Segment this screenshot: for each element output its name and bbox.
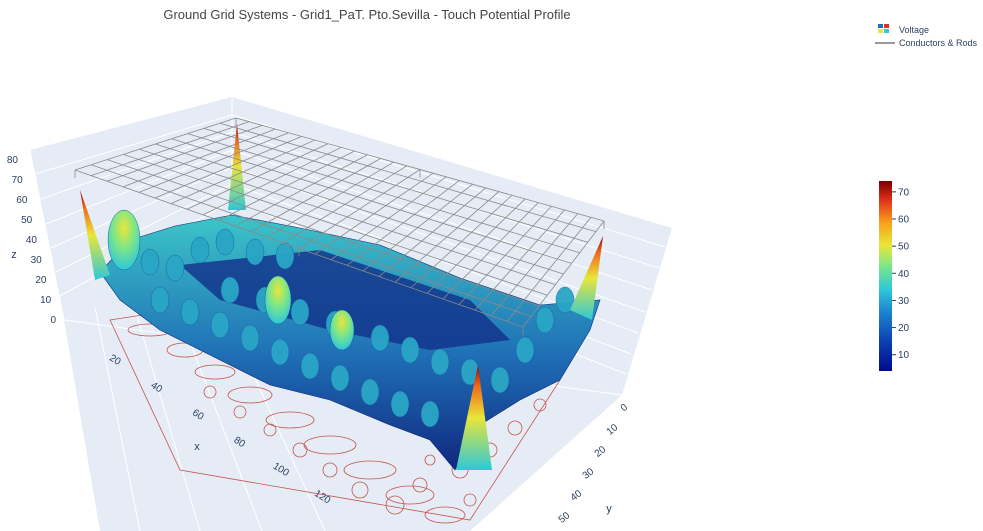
- z-axis-ticks: 0 10 20 30 40 50 60 70 80: [7, 155, 57, 326]
- z-tick-label: 0: [50, 315, 56, 326]
- surface-dark-band: [180, 250, 510, 350]
- x-axis-title: x: [194, 441, 200, 453]
- conductor-line: [123, 154, 548, 296]
- conductor-line: [139, 148, 556, 285]
- colorbar-tick-label: 50: [898, 242, 910, 253]
- colorbar-tick-label: 70: [898, 187, 910, 198]
- colorbar-tick-label: 60: [898, 215, 910, 226]
- conductor-line: [219, 122, 597, 232]
- colorbar-tick-label: 20: [898, 323, 910, 334]
- colorbar-tick-label: 30: [898, 296, 910, 307]
- y-tick-label: 0: [619, 402, 631, 414]
- conductors-grid: [74, 117, 605, 335]
- legend-label-conductors: Conductors & Rods: [899, 38, 978, 48]
- y-tick-label: 30: [581, 466, 597, 482]
- chart-title: Ground Grid Systems - Grid1_PaT. Pto.Sev…: [163, 7, 570, 22]
- conductor-line: [203, 128, 588, 243]
- y-tick-label: 20: [593, 444, 609, 460]
- z-tick-label: 80: [7, 155, 19, 166]
- voltage-swatch-icon: [878, 24, 883, 28]
- z-tick-label: 10: [40, 295, 52, 306]
- z-tick-label: 40: [26, 235, 38, 246]
- colorbar: 10 20 30 40 50 60 70: [879, 181, 910, 371]
- conductor-line: [155, 143, 564, 275]
- conductor-line: [90, 164, 532, 317]
- legend: Voltage Conductors & Rods: [875, 24, 978, 48]
- conductor-line: [107, 159, 540, 307]
- z-tick-label: 60: [16, 195, 28, 206]
- z-tick-label: 30: [31, 255, 43, 266]
- surface-hill-left: [107, 209, 141, 271]
- legend-item-conductors[interactable]: Conductors & Rods: [875, 38, 978, 48]
- colorbar-tick-label: 10: [898, 350, 910, 361]
- back-wall-left: [30, 97, 232, 320]
- surface-spike-front: [456, 365, 492, 470]
- colorbar-tick-label: 40: [898, 269, 910, 280]
- z-axis-title: z: [11, 249, 17, 261]
- z-tick-label: 70: [12, 175, 24, 186]
- y-axis-title: y: [606, 503, 612, 515]
- y-tick-label: 10: [605, 422, 621, 438]
- voltage-swatch-part: [884, 24, 889, 28]
- voltage-surface: [80, 124, 603, 471]
- voltage-swatch-part: [884, 29, 889, 33]
- y-tick-label: 40: [569, 488, 585, 504]
- surface-hill-center: [329, 309, 355, 351]
- legend-label-voltage: Voltage: [899, 25, 929, 35]
- z-tick-label: 20: [35, 275, 47, 286]
- colorbar-gradient: [879, 181, 892, 371]
- conductor-line: [187, 133, 580, 254]
- surface-hill-mid: [264, 275, 292, 325]
- colorbar-ticks: 10 20 30 40 50 60 70: [892, 187, 910, 361]
- legend-item-voltage[interactable]: Voltage: [878, 24, 929, 35]
- surface-spike-left: [80, 190, 110, 280]
- z-tick-label: 50: [21, 215, 33, 226]
- voltage-swatch-part: [878, 29, 883, 33]
- conductor-line: [171, 138, 572, 264]
- surface-spike-right: [570, 236, 603, 320]
- y-tick-label: 50: [557, 510, 573, 526]
